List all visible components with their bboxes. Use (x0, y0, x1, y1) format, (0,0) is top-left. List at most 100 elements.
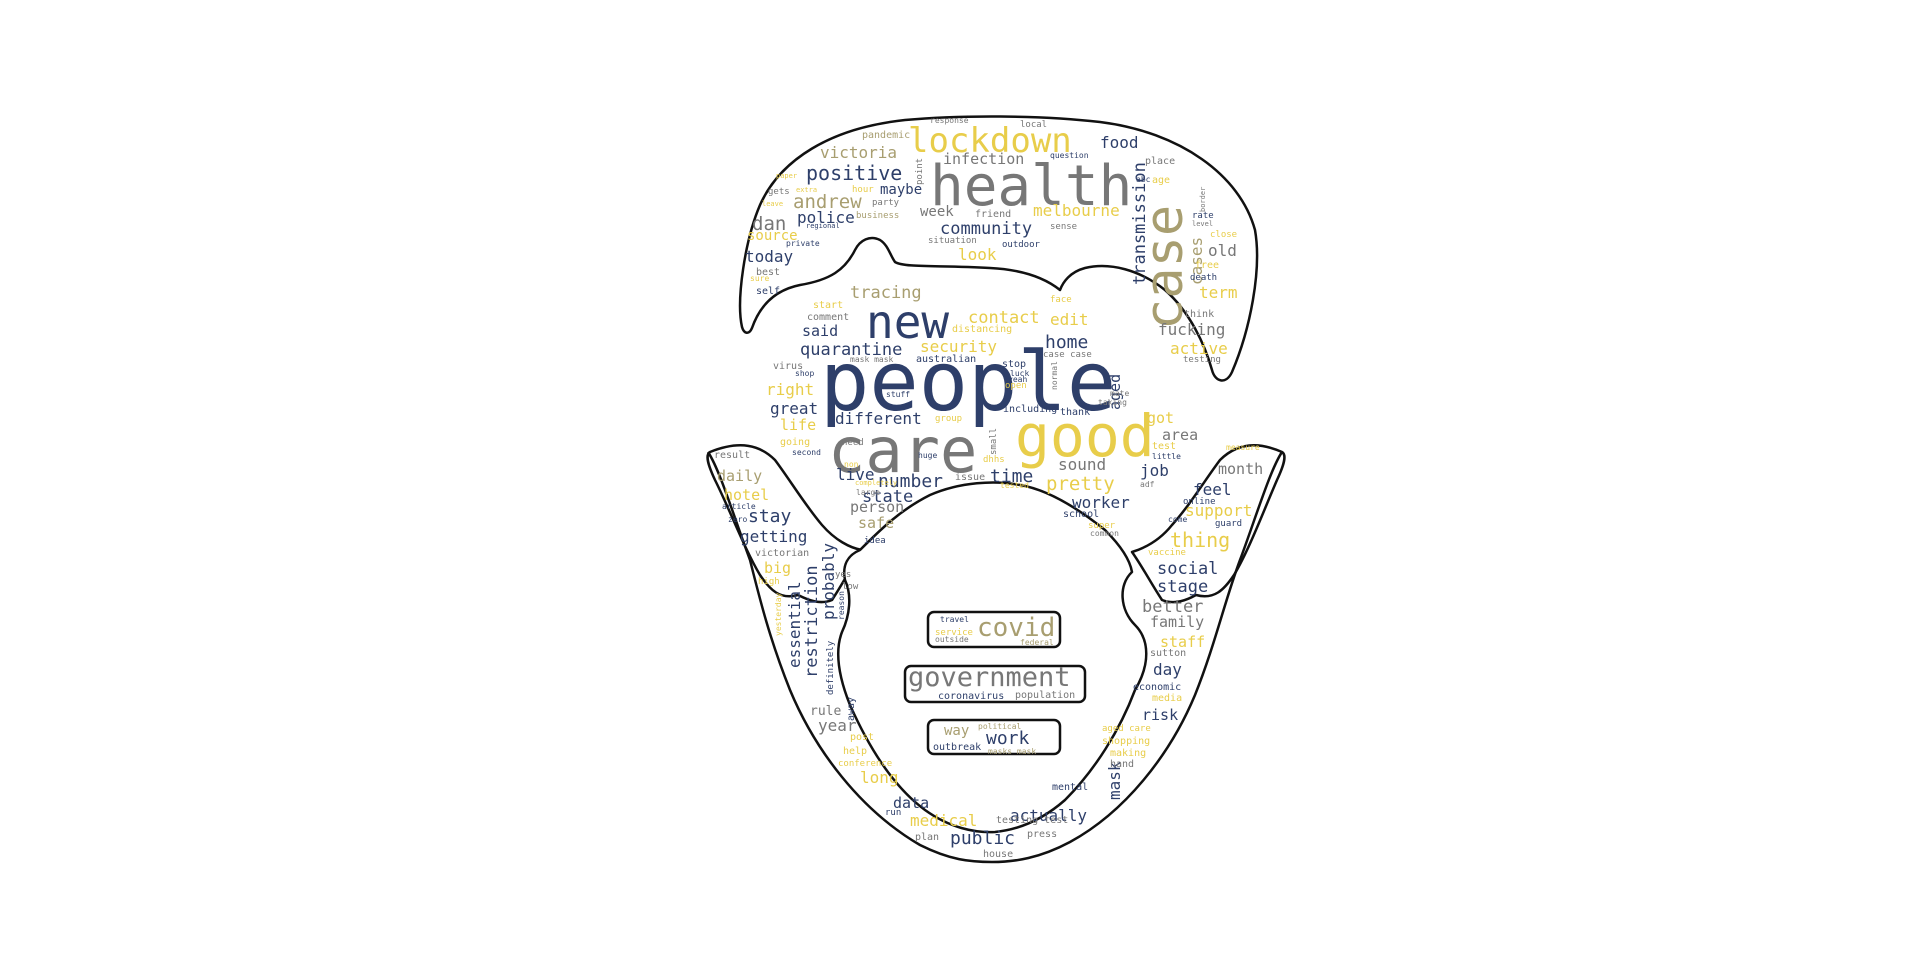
word: said (802, 322, 838, 340)
word: making (1110, 748, 1146, 759)
word: food (1100, 133, 1139, 152)
word: run (885, 808, 901, 818)
word: yesterday (774, 592, 783, 636)
word: worker (1072, 493, 1130, 512)
word: area (1162, 426, 1198, 444)
word: hand (1110, 759, 1134, 770)
vent-bottom (926, 718, 1062, 756)
word: andrew (793, 191, 862, 213)
word: abc (1136, 175, 1151, 184)
word: stay (748, 506, 792, 527)
word: border (1199, 187, 1207, 212)
word: getting (740, 527, 807, 546)
word: virus (773, 361, 803, 372)
word: safe (858, 514, 894, 532)
word: sure (750, 274, 769, 283)
word: business (856, 211, 899, 221)
word: victorian (755, 548, 809, 559)
word: come (1168, 515, 1187, 524)
word: source (747, 228, 798, 244)
word: huge (918, 451, 937, 460)
word: masks mask (988, 747, 1036, 756)
word: school (1063, 509, 1099, 520)
word: cases (1187, 237, 1206, 285)
word: contact (968, 308, 1040, 328)
word: point (915, 158, 925, 185)
word: testing test (996, 815, 1068, 826)
word: adf (1140, 480, 1155, 489)
word: leave (762, 200, 783, 208)
word: big (764, 559, 791, 577)
word: state (862, 487, 913, 507)
word: stuff (886, 390, 910, 399)
face-mask-body-outline (837, 481, 1148, 834)
word: distancing (952, 324, 1012, 335)
word: quarantine (800, 340, 902, 360)
word: probably (819, 543, 838, 620)
word: including (1003, 404, 1057, 415)
word: positive (806, 161, 902, 185)
word: zero (728, 515, 747, 524)
word: transmission (1130, 162, 1150, 285)
word: plan (915, 832, 939, 843)
word: taking (1098, 398, 1127, 407)
word: self (756, 286, 780, 297)
word: way (944, 723, 969, 739)
word: australian (916, 354, 976, 365)
word: person (850, 498, 904, 516)
word: rule (810, 704, 841, 719)
cheek-strap-right-outline (1130, 444, 1286, 604)
word: look (958, 245, 997, 264)
word: staff (1160, 633, 1205, 651)
word: covid (977, 613, 1055, 643)
word: outside (935, 635, 969, 644)
word: essential (785, 581, 804, 668)
word: daily (717, 467, 762, 485)
word: old (1208, 241, 1237, 260)
word: mask (1105, 761, 1124, 800)
word: year (818, 716, 857, 735)
word: small (989, 428, 999, 455)
word: hotel (724, 486, 769, 504)
word: regional (806, 222, 840, 230)
word: yes (835, 570, 851, 580)
word: dan (752, 213, 786, 235)
word: government (908, 662, 1071, 693)
word: press (1027, 829, 1057, 840)
word: mate (1110, 389, 1129, 398)
word: close (1210, 230, 1237, 240)
word: medical (910, 811, 977, 830)
word: dhhs (983, 455, 1005, 465)
word: help (843, 746, 867, 757)
word: paper (776, 172, 797, 180)
word: party (872, 198, 900, 208)
word: service (935, 628, 973, 638)
word: population (1015, 690, 1075, 701)
word: media (1152, 693, 1182, 704)
word: great (770, 399, 818, 418)
word: reason (837, 591, 846, 620)
word: good (1015, 402, 1155, 470)
word: question (1050, 151, 1089, 160)
word: house (983, 849, 1013, 860)
word: free (1195, 260, 1219, 271)
word: coronavirus (938, 691, 1004, 702)
word: outdoor (1002, 240, 1041, 250)
word: second (792, 448, 821, 457)
word: face (1050, 295, 1072, 305)
vent-top (926, 610, 1062, 649)
word: yeah (1008, 375, 1027, 384)
word: right (766, 380, 814, 399)
word: need (842, 438, 864, 448)
word: better (1142, 597, 1203, 617)
word: victoria (820, 143, 897, 162)
word: group (935, 414, 962, 424)
word: lockdown (908, 121, 1072, 161)
word: support (1185, 501, 1252, 520)
word: security (920, 337, 997, 356)
cheek-strap-left-outline (706, 444, 864, 604)
word: vaccine (1148, 548, 1186, 558)
word: stop (1002, 359, 1026, 370)
word: data (893, 794, 929, 812)
word: fucking (1158, 320, 1225, 339)
